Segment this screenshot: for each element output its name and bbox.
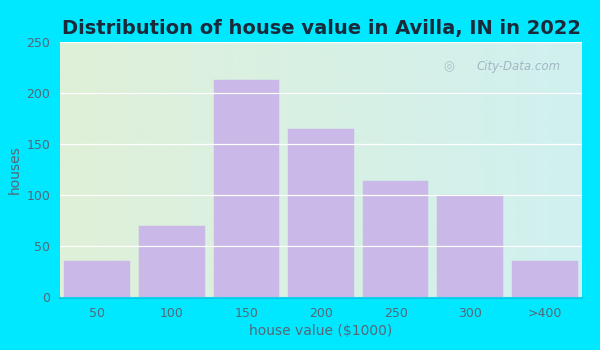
Bar bbox=[288, 129, 354, 298]
X-axis label: house value ($1000): house value ($1000) bbox=[250, 324, 392, 338]
Text: City-Data.com: City-Data.com bbox=[477, 60, 561, 73]
Title: Distribution of house value in Avilla, IN in 2022: Distribution of house value in Avilla, I… bbox=[62, 19, 581, 38]
Bar bbox=[363, 181, 428, 298]
Bar bbox=[214, 80, 279, 298]
Y-axis label: houses: houses bbox=[8, 145, 22, 194]
Bar bbox=[139, 226, 205, 298]
Text: ◎: ◎ bbox=[443, 60, 455, 73]
Bar bbox=[437, 195, 503, 298]
Bar bbox=[512, 261, 578, 298]
Bar bbox=[64, 261, 130, 298]
